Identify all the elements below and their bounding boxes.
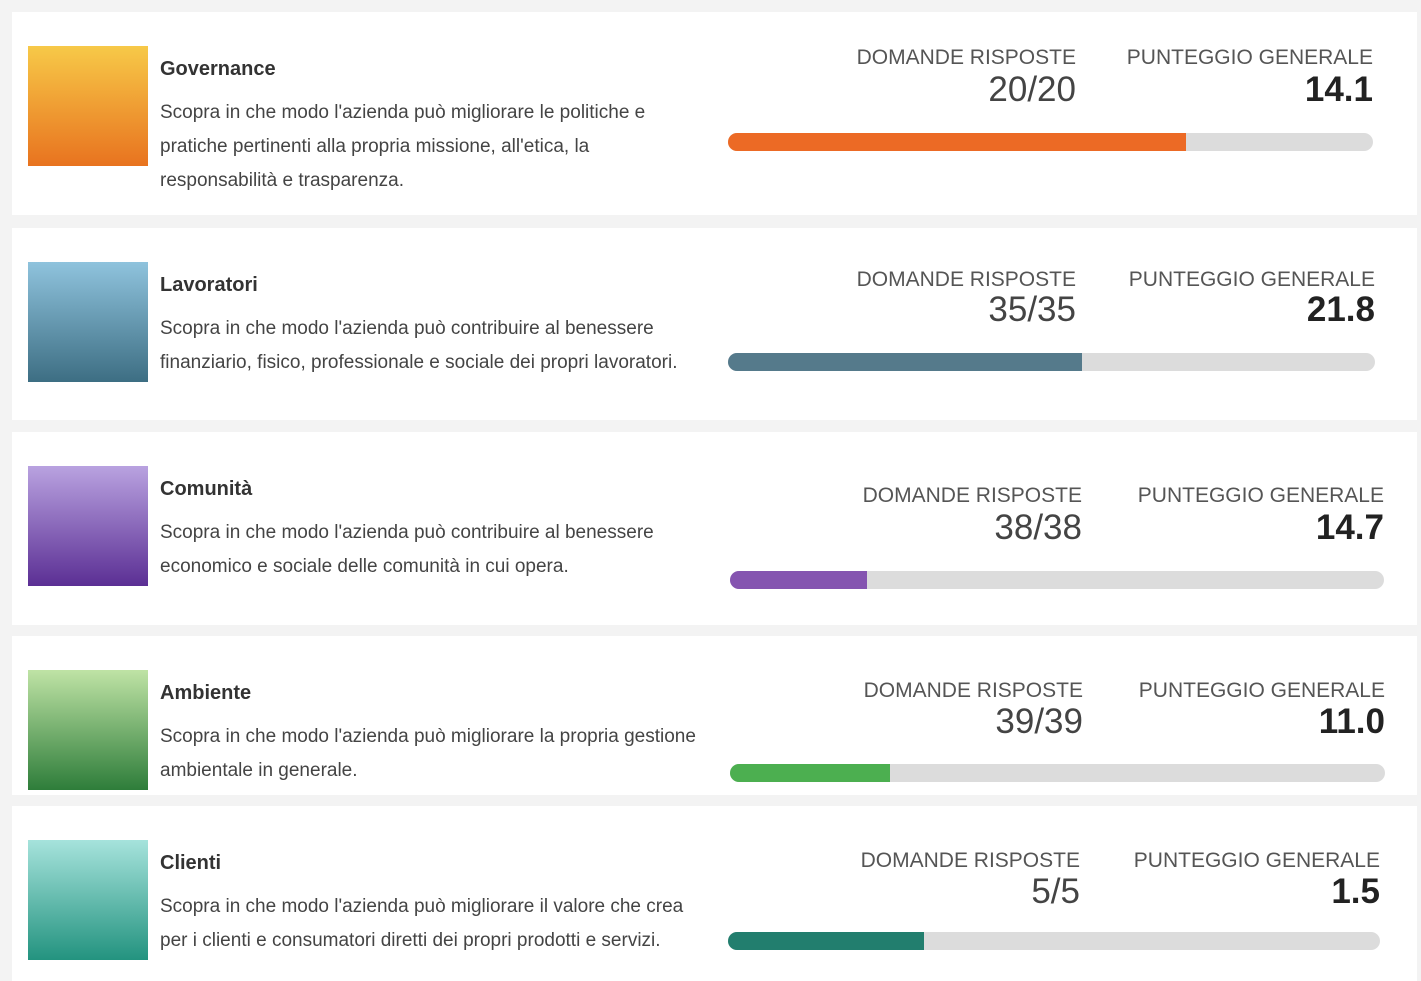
progress-track (730, 571, 1384, 589)
section-card: Clienti Scopra in che modo l'azienda può … (12, 806, 1417, 981)
answered-value: 20/20 (988, 70, 1076, 109)
section-description: Scopra in che modo l'azienda può contrib… (160, 522, 654, 577)
thumbnail (28, 840, 148, 960)
score-label: PUNTEGGIO GENERALE (1126, 46, 1373, 69)
progress-track (728, 133, 1373, 151)
section-title: Ambiente (160, 682, 252, 704)
score-value: 21.8 (1306, 290, 1375, 329)
score-value: 1.5 (1331, 872, 1380, 911)
score-label: PUNTEGGIO GENERALE (1133, 849, 1380, 872)
thumbnail (28, 46, 148, 166)
answered-value: 35/35 (988, 290, 1076, 329)
section-title: Clienti (160, 852, 222, 874)
progress-track (730, 764, 1385, 782)
section-title: Comunità (160, 478, 253, 500)
answered-label: DOMANDE RISPOSTE (856, 268, 1076, 291)
answered-value: 38/38 (994, 508, 1082, 547)
progress-fill (730, 571, 868, 589)
section-description: Scopra in che modo l'azienda può miglior… (160, 102, 646, 191)
section-card: Ambiente Scopra in che modo l'azienda può… (12, 636, 1417, 795)
progress-track (728, 932, 1380, 950)
thumbnail (28, 670, 148, 790)
progress-fill (728, 133, 1186, 151)
answered-label: DOMANDE RISPOSTE (856, 46, 1076, 69)
score-value: 14.7 (1315, 508, 1384, 547)
answered-value: 5/5 (1031, 872, 1080, 911)
progress-track (728, 353, 1375, 371)
progress-fill (730, 764, 891, 782)
section-description: Scopra in che modo l'azienda può contrib… (160, 318, 678, 373)
section-card: Governance Scopra in che modo l'azienda p… (12, 12, 1417, 215)
score-label: PUNTEGGIO GENERALE (1128, 268, 1375, 291)
progress-fill (728, 353, 1082, 371)
section-title: Lavoratori (160, 274, 258, 296)
progress-fill (728, 932, 924, 950)
section-title: Governance (160, 58, 276, 80)
score-value: 11.0 (1318, 702, 1385, 741)
answered-label: DOMANDE RISPOSTE (863, 679, 1083, 702)
section-card: Comunità Scopra in che modo l'azienda può… (12, 432, 1417, 625)
section-description: Scopra in che modo l'azienda può miglior… (160, 896, 684, 951)
thumbnail (28, 262, 148, 382)
answered-label: DOMANDE RISPOSTE (862, 484, 1082, 507)
score-value: 14.1 (1304, 70, 1373, 109)
score-label: PUNTEGGIO GENERALE (1138, 679, 1385, 702)
answered-label: DOMANDE RISPOSTE (860, 849, 1080, 872)
section-description: Scopra in che modo l'azienda può miglior… (160, 726, 696, 781)
section-card: Lavoratori Scopra in che modo l'azienda p… (12, 228, 1417, 420)
score-label: PUNTEGGIO GENERALE (1137, 484, 1384, 507)
answered-value: 39/39 (995, 702, 1083, 741)
thumbnail (28, 466, 148, 586)
